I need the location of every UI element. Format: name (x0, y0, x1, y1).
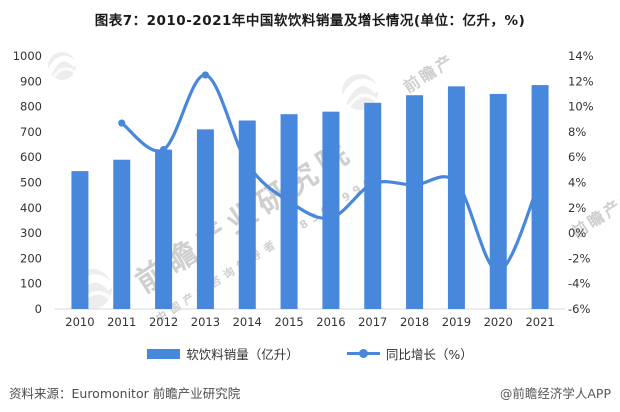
growth-line-marker (201, 71, 210, 79)
right-axis-tick-label: 14% (568, 49, 594, 63)
chart-title: 图表7：2010-2021年中国软饮料销量及增长情况(单位：亿升，%) (94, 13, 526, 29)
growth-line-marker (285, 197, 293, 206)
bar-2016 (322, 111, 340, 309)
bar-2021 (531, 85, 549, 309)
right-axis-tick-label: 8% (568, 125, 586, 139)
left-axis-tick-label: 700 (20, 125, 42, 139)
left-axis-tick-label: 0 (35, 302, 42, 316)
left-axis-tick-label: 300 (20, 226, 42, 240)
left-axis-tick-label: 1000 (13, 49, 42, 63)
watermark-logo-icon (339, 74, 381, 110)
right-axis-tick-label: 4% (568, 176, 586, 190)
left-axis-tick-label: 500 (20, 176, 42, 190)
legend-label-growth: 同比增长（%） (385, 347, 473, 362)
growth-line-marker (159, 146, 168, 154)
right-axis-tick-label: -6% (568, 302, 590, 316)
bar-series-swatch (147, 348, 181, 359)
right-axis-tick-label: 12% (568, 74, 594, 88)
legend-label-sales: 软饮料销量（亿升） (186, 347, 299, 362)
line-series-swatch (346, 349, 380, 358)
credit-text: @前瞻经济学人APP (499, 386, 611, 401)
x-axis-tick-label: 2016 (316, 315, 345, 329)
left-axis-tick-label: 800 (20, 100, 42, 114)
left-axis-tick-label: 100 (20, 277, 42, 291)
growth-line-marker (327, 214, 335, 222)
growth-line-marker (118, 119, 126, 127)
bar-2011 (113, 159, 131, 309)
legend-line-dot (358, 349, 368, 358)
right-axis-tick-label: 0% (568, 226, 586, 240)
x-axis-tick-label: 2012 (149, 315, 178, 329)
source-text: 资料来源：Euromonitor 前瞻产业研究院 (9, 386, 241, 401)
bar-2017 (364, 102, 382, 310)
bar-2018 (406, 95, 424, 309)
x-axis-tick-label: 2018 (400, 315, 429, 329)
left-axis-tick-label: 900 (20, 74, 42, 88)
bar-2019 (447, 86, 465, 309)
x-axis-tick-label: 2017 (358, 315, 387, 329)
right-axis-tick-label: 10% (568, 100, 594, 114)
x-axis-tick-label: 2013 (191, 315, 220, 329)
right-axis-tick-label: -2% (568, 251, 590, 265)
left-axis-tick-label: 600 (20, 150, 42, 164)
bar-2010 (71, 171, 89, 309)
right-axis-tick-label: 6% (568, 150, 586, 164)
growth-line-marker (243, 159, 251, 168)
legend: 软饮料销量（亿升） 同比增长（%） (0, 344, 620, 363)
bar-2020 (489, 93, 507, 309)
right-axis-tick-label: 2% (568, 201, 586, 215)
bar-2013 (196, 129, 214, 309)
bar-2015 (280, 114, 298, 309)
footer: 资料来源：Euromonitor 前瞻产业研究院 @前瞻经济学人APP (0, 383, 620, 402)
left-axis-tick-label: 200 (20, 251, 42, 265)
growth-line-marker (452, 178, 461, 187)
legend-item-sales: 软饮料销量（亿升） (147, 344, 299, 363)
x-axis-tick-label: 2011 (107, 315, 136, 329)
x-axis-tick-label: 2010 (65, 315, 94, 329)
x-axis-tick-label: 2015 (274, 315, 303, 329)
watermark-logo-icon (46, 52, 78, 80)
x-axis-tick-label: 2021 (525, 315, 554, 329)
legend-item-growth: 同比增长（%） (346, 344, 473, 363)
left-axis-tick-label: 400 (20, 201, 42, 215)
growth-line-marker (536, 176, 544, 184)
right-axis-tick-label: -4% (568, 277, 590, 291)
bar-2012 (155, 149, 173, 309)
x-axis-tick-label: 2019 (442, 315, 471, 329)
growth-line-marker (410, 181, 419, 189)
growth-line-marker (369, 180, 377, 188)
growth-line-marker (494, 267, 502, 275)
x-axis-tick-label: 2020 (484, 315, 513, 329)
x-axis-tick-label: 2014 (233, 315, 262, 329)
